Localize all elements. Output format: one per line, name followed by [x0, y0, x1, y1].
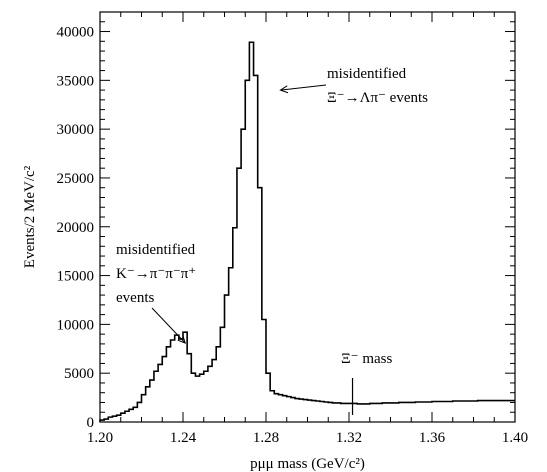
k-annotation-line-2: K⁻→π⁻π⁻π⁺ — [116, 266, 196, 282]
y-tick-label: 25000 — [57, 171, 95, 187]
xi-annotation-arrow — [280, 84, 327, 91]
axis-ticks — [99, 11, 516, 423]
xi-annotation-line-2: Ξ⁻→Λπ⁻ events — [327, 90, 428, 106]
y-tick-label: 40000 — [57, 25, 95, 41]
y-tick-label: 20000 — [57, 220, 95, 236]
annotations: misidentified Ξ⁻→Λπ⁻ events misidentifie… — [116, 66, 428, 415]
x-axis-label: pμμ mass (GeV/c²) — [250, 456, 365, 472]
k-annotation-line-3: events — [116, 290, 154, 306]
k-annotation-line-1: misidentified — [116, 242, 196, 258]
plot-frame — [99, 11, 516, 423]
x-tick-labels: 1.20 1.24 1.28 1.32 1.36 1.40 — [87, 430, 528, 446]
histogram-series — [99, 41, 515, 422]
x-tick-label: 1.36 — [419, 430, 446, 446]
y-tick-label: 0 — [87, 415, 95, 431]
y-axis-label: Events/2 MeV/c² — [22, 165, 38, 268]
xi-annotation-line-1: misidentified — [327, 66, 407, 82]
y-tick-label: 30000 — [57, 122, 95, 138]
x-tick-label: 1.20 — [87, 430, 113, 446]
k-annotation-arrowhead — [177, 335, 187, 344]
xi-mass-label: Ξ⁻ mass — [341, 351, 392, 367]
x-tick-label: 1.24 — [170, 430, 197, 446]
x-tick-label: 1.28 — [253, 430, 279, 446]
y-tick-label: 5000 — [64, 366, 94, 382]
y-tick-label: 10000 — [57, 317, 95, 333]
k-annotation-arrow — [151, 307, 186, 344]
y-tick-labels: 0 5000 10000 15000 20000 25000 30000 35000 40000 — [57, 25, 95, 431]
x-tick-label: 1.32 — [336, 430, 362, 446]
x-tick-label: 1.40 — [502, 430, 528, 446]
y-tick-label: 15000 — [57, 269, 95, 285]
y-tick-label: 35000 — [57, 73, 95, 89]
xi-annotation-arrowhead — [279, 85, 289, 94]
